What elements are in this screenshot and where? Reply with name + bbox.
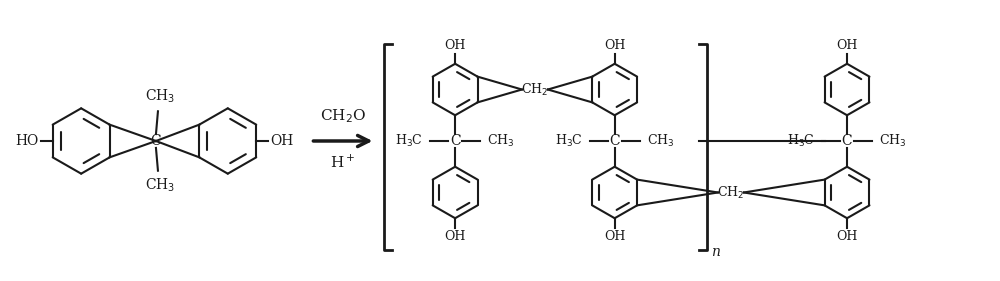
- Text: CH$_3$: CH$_3$: [487, 133, 514, 149]
- Text: CH$_3$: CH$_3$: [879, 133, 906, 149]
- Text: C: C: [842, 134, 852, 148]
- Text: H$_3$C: H$_3$C: [555, 133, 583, 149]
- Text: CH$_3$: CH$_3$: [145, 177, 175, 194]
- Text: CH$_2$O: CH$_2$O: [320, 107, 366, 125]
- Text: OH: OH: [444, 39, 466, 52]
- Text: H$_3$C: H$_3$C: [395, 133, 423, 149]
- Text: CH$_2$: CH$_2$: [521, 81, 549, 98]
- Text: OH: OH: [836, 230, 858, 243]
- Text: OH: OH: [444, 230, 466, 243]
- Text: OH: OH: [604, 230, 625, 243]
- Text: n: n: [711, 245, 720, 259]
- Text: C: C: [450, 134, 460, 148]
- Text: C: C: [609, 134, 620, 148]
- Text: CH$_3$: CH$_3$: [145, 88, 175, 105]
- Text: OH: OH: [270, 134, 293, 148]
- Text: H$^+$: H$^+$: [330, 154, 356, 171]
- Text: CH$_2$: CH$_2$: [717, 184, 744, 201]
- Text: CH$_3$: CH$_3$: [647, 133, 674, 149]
- Text: C: C: [151, 134, 161, 148]
- Text: OH: OH: [836, 39, 858, 52]
- Text: H$_3$C: H$_3$C: [787, 133, 815, 149]
- Text: OH: OH: [604, 39, 625, 52]
- Text: HO: HO: [15, 134, 39, 148]
